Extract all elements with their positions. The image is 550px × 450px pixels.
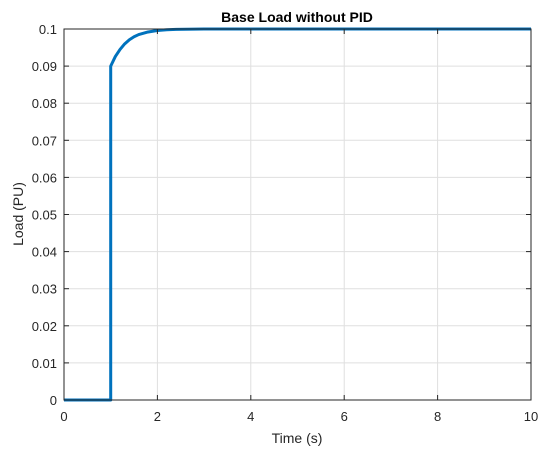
x-axis-label: Time (s) xyxy=(272,430,323,446)
x-tick-label: 10 xyxy=(524,409,538,424)
x-tick-label: 8 xyxy=(434,409,441,424)
y-tick-label: 0.02 xyxy=(32,319,57,334)
y-axis-label: Load (PU) xyxy=(10,182,26,246)
y-tick-label: 0.1 xyxy=(39,22,57,37)
x-tick-label: 0 xyxy=(60,409,67,424)
y-tick-label: 0.06 xyxy=(32,170,57,185)
y-tick-label: 0.07 xyxy=(32,133,57,148)
y-tick-label: 0.03 xyxy=(32,282,57,297)
y-tick-label: 0.08 xyxy=(32,96,57,111)
y-tick-label: 0 xyxy=(50,393,57,408)
tick-labels: 0 2 4 6 8 10 0 0.01 0.02 0.03 0.04 0.05 0.06 0.07 0.08… xyxy=(32,22,539,424)
x-tick-label: 4 xyxy=(247,409,254,424)
y-tick-label: 0.05 xyxy=(32,208,57,223)
x-tick-label: 2 xyxy=(154,409,161,424)
y-tick-label: 0.01 xyxy=(32,356,57,371)
axis-ticks xyxy=(63,28,532,401)
x-tick-label: 6 xyxy=(341,409,348,424)
y-tick-label: 0.04 xyxy=(32,245,57,260)
chart-title: Base Load without PID xyxy=(221,9,373,25)
y-tick-label: 0.09 xyxy=(32,59,57,74)
